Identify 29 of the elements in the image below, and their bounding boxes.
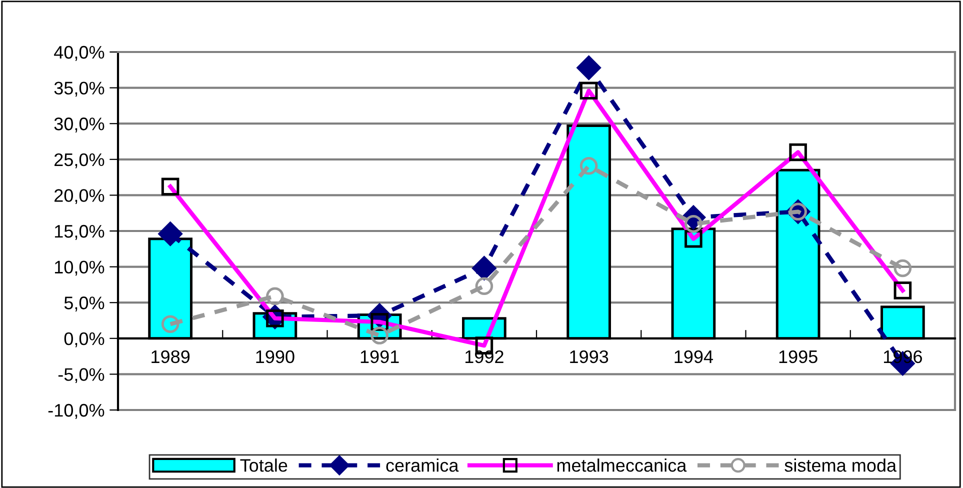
point <box>472 256 496 280</box>
x-tick-label: 1989 <box>152 350 190 364</box>
legend-label: Totale <box>240 458 288 472</box>
point <box>475 277 494 296</box>
legend-label: metalmeccanica <box>557 458 687 472</box>
x-tick-label: 1991 <box>360 350 399 364</box>
point <box>161 315 180 333</box>
y-tick-label: -5,0% <box>58 368 104 384</box>
legend-label: sistema moda <box>784 458 897 472</box>
y-tick-label: 20,0% <box>54 189 104 204</box>
y-tick-label: 10,0% <box>54 260 104 276</box>
point <box>580 156 598 175</box>
legend-label: ceramica <box>386 458 459 472</box>
x-tick-label: 1995 <box>779 350 818 364</box>
y-tick-label: 30,0% <box>54 118 104 132</box>
point <box>894 259 912 278</box>
y-tick-label: 40,0% <box>54 46 104 61</box>
x-tick-label: 1993 <box>570 350 608 364</box>
y-tick-label: 35,0% <box>54 82 104 97</box>
y-tick-label: 0,0% <box>64 332 104 348</box>
y-tick-label: 25,0% <box>54 153 104 168</box>
x-tick-label: 1994 <box>674 350 713 364</box>
point <box>266 287 284 306</box>
y-tick-label: -10,0% <box>48 404 104 419</box>
point <box>576 56 601 80</box>
y-tick-label: 5,0% <box>64 296 104 312</box>
x-tick-label: 1990 <box>256 350 294 364</box>
y-tick-label: 15,0% <box>54 224 104 240</box>
point <box>158 222 182 246</box>
